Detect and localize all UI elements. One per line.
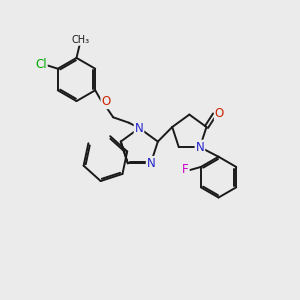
- Text: O: O: [215, 107, 224, 120]
- Text: O: O: [101, 95, 111, 108]
- Text: N: N: [135, 122, 143, 135]
- Text: CH₃: CH₃: [71, 35, 89, 45]
- Text: N: N: [196, 141, 204, 154]
- Text: F: F: [182, 164, 188, 176]
- Text: N: N: [147, 157, 155, 170]
- Text: Cl: Cl: [35, 58, 47, 71]
